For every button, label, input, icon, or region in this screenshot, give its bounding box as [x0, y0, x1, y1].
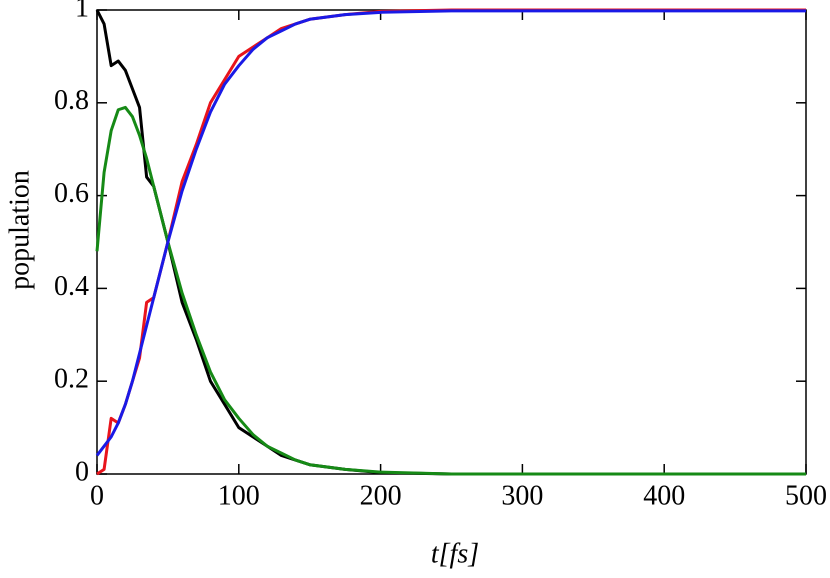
series-line [95, 9, 806, 457]
y-tick-label: 0.4 [54, 271, 89, 302]
x-tick-label: 200 [360, 480, 402, 511]
plot-frame [96, 9, 807, 475]
y-tick-label: 0.6 [54, 178, 89, 209]
series-line [95, 9, 806, 476]
x-tick-label: 500 [785, 480, 827, 511]
series-line [96, 8, 806, 476]
y-tick-label: 0.2 [54, 364, 89, 395]
series-line [95, 105, 806, 476]
x-tick-label: 300 [501, 480, 543, 511]
y-axis-label: population [4, 170, 35, 290]
x-axis-label: t[fs] [431, 538, 479, 569]
x-tick-label: 0 [90, 480, 104, 511]
x-tick-label: 400 [643, 480, 685, 511]
y-tick-label: 0 [75, 456, 89, 487]
y-tick-label: 1 [75, 0, 89, 23]
x-tick-label: 100 [218, 480, 260, 511]
y-tick-label: 0.8 [54, 85, 89, 116]
